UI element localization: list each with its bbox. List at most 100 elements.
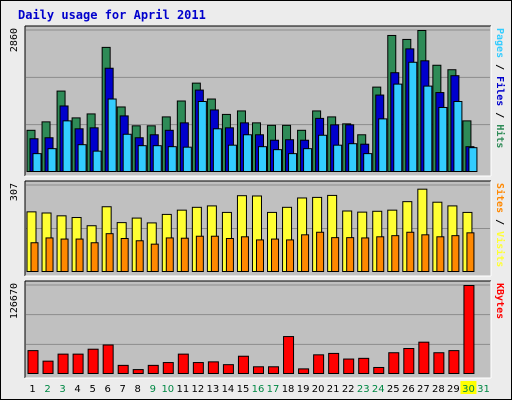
kbytes-panel-max-label: 126670 (9, 283, 20, 319)
day-label: 25 (387, 384, 400, 395)
sites-bar (225, 237, 234, 272)
day-label: 31 (477, 384, 490, 395)
day-label: 19 (297, 384, 310, 395)
day-label: 7 (120, 384, 126, 395)
day-highlight (460, 381, 477, 394)
kbytes-bar (72, 353, 84, 374)
day-label: 2 (44, 384, 50, 395)
pages-bar (92, 150, 102, 172)
day-label: 22 (342, 384, 355, 395)
pages-bar (182, 146, 192, 172)
kbytes-bar (177, 353, 189, 374)
pages-bar (318, 134, 328, 172)
day-label: 20 (312, 384, 325, 395)
day-label: 23 (357, 384, 370, 395)
day-label: 28 (432, 384, 445, 395)
kbytes-bar (42, 360, 54, 375)
kbytes-bar (57, 353, 69, 374)
sites-bar (301, 234, 310, 273)
pages-bar (393, 83, 403, 172)
sites-bar (391, 235, 400, 272)
sites-bar (195, 235, 204, 272)
kbytes-bar (237, 355, 249, 374)
pages-bar (62, 120, 72, 173)
sites-bar (376, 236, 385, 273)
kbytes-bar (162, 362, 174, 374)
pages-bar (257, 146, 267, 173)
sites-bar (135, 240, 144, 273)
day-label: 24 (372, 384, 385, 395)
kbytes-bar (418, 341, 430, 375)
day-label: 10 (161, 384, 174, 395)
kbytes-bar (87, 348, 99, 375)
pages-bar (122, 133, 132, 172)
day-label: 4 (74, 384, 80, 395)
visits-panel-max-label: 307 (9, 183, 20, 201)
day-label: 29 (447, 384, 460, 395)
kbytes-bar (463, 285, 475, 374)
day-label: 3 (59, 384, 65, 395)
kbytes-bar (252, 366, 264, 375)
legend-separator: / (494, 213, 505, 231)
legend-visits: Visits (494, 231, 506, 267)
sites-bar (436, 236, 445, 273)
kbytes-bar (147, 364, 159, 374)
sites-bar (75, 238, 84, 272)
legend-files: Files (494, 76, 506, 106)
kbytes-bar (328, 352, 340, 374)
pages-bar (408, 61, 418, 172)
day-label: 18 (282, 384, 295, 395)
day-label: 13 (207, 384, 220, 395)
kbytes-bar (358, 357, 370, 375)
day-label: 6 (104, 384, 110, 395)
sites-bar (120, 237, 129, 272)
day-label: 9 (150, 384, 156, 395)
legend-pages: Pages (494, 28, 505, 58)
kbytes-bar (283, 336, 295, 375)
day-label: 8 (135, 384, 141, 395)
legend-kbytes: KBytes (494, 283, 505, 319)
sites-bar (45, 237, 54, 273)
kbytes-bar (268, 366, 280, 375)
sites-bar (30, 242, 39, 272)
day-label: 21 (327, 384, 340, 395)
legend-hits: Hits (494, 124, 506, 148)
pages-bar (152, 145, 162, 173)
kbytes-bar (373, 366, 385, 375)
kbytes-bar (117, 364, 129, 374)
sites-bar (271, 238, 280, 272)
sites-bar (60, 238, 69, 272)
pages-bar (438, 106, 448, 172)
sites-bar (150, 243, 159, 273)
sites-bar (316, 231, 325, 272)
day-label: 14 (222, 384, 235, 395)
kbytes-bar (388, 352, 400, 374)
day-label: 1 (29, 384, 35, 395)
sites-bar (421, 234, 430, 273)
pages-bar (137, 145, 147, 173)
kbytes-bar (27, 350, 39, 374)
sites-bar (466, 232, 475, 272)
pages-bar (468, 147, 478, 172)
pages-bar (273, 149, 283, 173)
pages-bar (378, 118, 388, 173)
sites-bar (406, 231, 415, 272)
sites-bar (180, 237, 189, 272)
kbytes-bar (207, 361, 219, 375)
legend-separator: / (494, 58, 505, 76)
sites-bar (451, 235, 460, 272)
sites-bar (286, 239, 295, 273)
kbytes-bar (433, 352, 445, 374)
kbytes-bar (298, 368, 310, 374)
sites-bar (255, 239, 264, 273)
pages-bar (167, 146, 177, 173)
pages-bar (453, 101, 463, 172)
sites-bar (105, 233, 114, 273)
pages-bar (348, 143, 358, 173)
kbytes-panel-legend: KBytes (494, 283, 505, 319)
pages-bar (32, 153, 42, 173)
chart-title: Daily usage for April 2011 (18, 8, 206, 22)
sites-bar (240, 236, 249, 273)
day-label: 12 (192, 384, 205, 395)
